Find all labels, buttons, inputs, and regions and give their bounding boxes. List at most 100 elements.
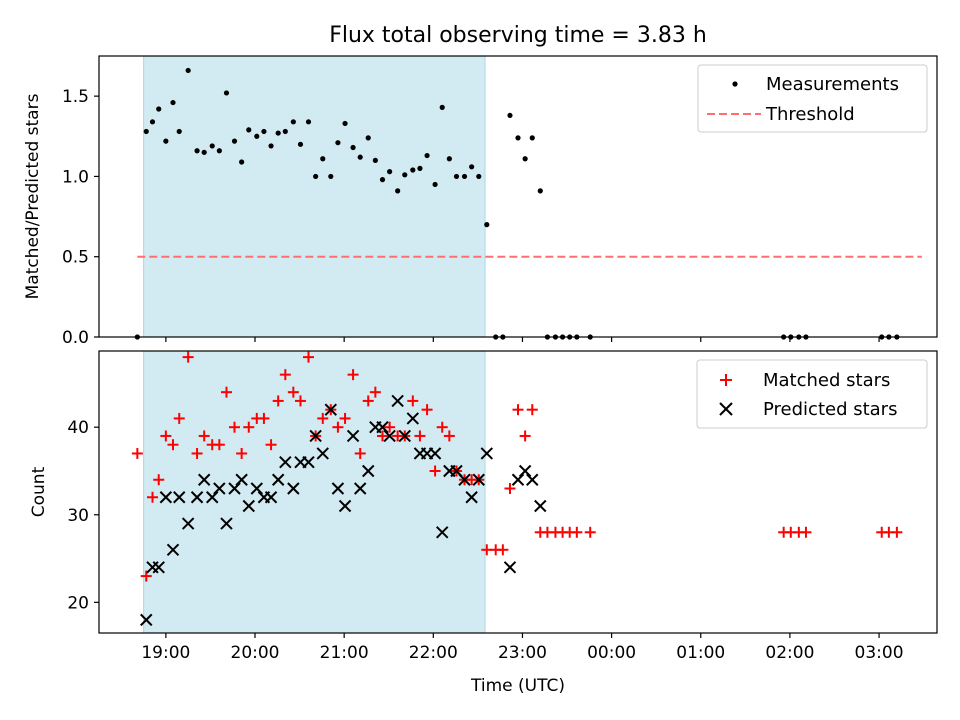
measurement-point: [439, 104, 445, 110]
measurement-point: [246, 127, 252, 133]
predicted-point: [511, 473, 525, 486]
measurement-point: [417, 165, 423, 171]
top-panel: 0.0 0.5 1.0 1.5 Matched/Predicted stars Mea…: [23, 55, 938, 348]
matched-point: [213, 439, 225, 451]
predicted-point: [235, 473, 248, 486]
predicted-point: [242, 499, 255, 513]
measurement-point: [365, 135, 371, 141]
predicted-point: [213, 482, 226, 495]
bottom-panel: 19:00 20:00 21:00 22:00 23:00 00:00 01:00 02:00…: [29, 350, 938, 696]
measurement-point: [328, 173, 334, 180]
measurement-point: [297, 141, 304, 147]
measurement-point: [350, 144, 356, 151]
predicted-point: [436, 526, 449, 539]
bottom-y-tick-label: 30: [67, 506, 89, 526]
measurement-point: [231, 138, 238, 144]
matched-point: [272, 395, 284, 407]
measurement-point: [320, 156, 326, 162]
matched-point: [317, 412, 329, 424]
predicted-point: [250, 482, 264, 495]
predicted-point: [264, 491, 278, 504]
top-y-tick-label: 1.0: [62, 167, 89, 187]
predicted-point: [465, 491, 478, 504]
predicted-point: [166, 543, 180, 557]
matched-point: [153, 474, 165, 486]
measurement-point: [185, 67, 191, 74]
measurement-point: [176, 128, 182, 135]
predicted-point: [472, 473, 485, 486]
measurement-point: [476, 173, 482, 180]
measurement-point: [275, 130, 281, 136]
predicted-point: [206, 491, 219, 504]
measurement-point: [522, 156, 528, 162]
top-y-ticks: 0.0 0.5 1.0 1.5: [62, 87, 99, 348]
matched-point: [265, 439, 277, 451]
top-x-ticks: [165, 337, 880, 342]
matched-point: [369, 386, 381, 398]
observing-span: [143, 350, 486, 634]
measurement-point: [461, 173, 468, 180]
measurement-point: [529, 135, 535, 141]
x-tick-label: 01:00: [676, 643, 725, 663]
measurement-point: [469, 164, 475, 170]
predicted-point: [518, 464, 532, 478]
measurement-point: [201, 149, 207, 155]
measurement-point: [254, 133, 260, 139]
matched-point: [504, 482, 516, 494]
matched-point: [236, 447, 248, 459]
x-tick-label: 03:00: [855, 643, 904, 663]
measurement-point: [402, 172, 408, 178]
bottom-axes-frame: [98, 350, 938, 634]
matched-point: [891, 526, 903, 538]
x-tick-label: 19:00: [141, 643, 190, 663]
matched-point: [279, 369, 291, 381]
bottom-shaded-span: [143, 350, 486, 634]
measurement-point: [143, 128, 149, 135]
measurement-point: [357, 154, 363, 160]
measurement-point: [507, 112, 513, 119]
measurement-point: [387, 169, 393, 175]
predicted-point: [346, 429, 360, 443]
x-tick-label: 00:00: [587, 643, 636, 663]
predicted-point: [338, 499, 352, 513]
matched-point: [131, 447, 143, 459]
matched-point: [526, 404, 538, 416]
matched-point: [191, 447, 203, 459]
x-tick-label: 23:00: [498, 643, 547, 663]
legend-predicted-marker: [719, 402, 733, 416]
measurement-point: [216, 148, 222, 154]
predicted-point: [302, 456, 315, 469]
matched-point: [376, 430, 388, 442]
measurement-point: [453, 173, 460, 180]
matched-point: [173, 412, 185, 424]
predicted-point: [173, 491, 186, 504]
measurement-point: [335, 140, 341, 146]
measurement-point: [209, 143, 215, 149]
measurement-point: [170, 99, 176, 106]
matched-point: [362, 395, 374, 407]
top-legend: Measurements Threshold: [697, 64, 928, 133]
measurement-point: [282, 128, 288, 135]
matched-point: [384, 421, 396, 433]
measurement-point: [537, 188, 543, 194]
measurement-point: [313, 173, 319, 180]
x-tick-label: 22:00: [409, 643, 458, 663]
measurement-point: [290, 119, 296, 125]
legend-measurements-marker: [732, 81, 738, 87]
top-legend-box: [697, 64, 928, 133]
chart-title: Flux total observing time = 3.83 h: [329, 23, 707, 48]
predicted-stars-series: [140, 394, 547, 627]
predicted-point: [480, 447, 494, 460]
bottom-y-tick-label: 40: [67, 418, 89, 438]
predicted-point: [309, 429, 322, 443]
measurement-point: [149, 119, 156, 125]
measurement-point: [305, 119, 312, 125]
matched-point: [140, 570, 152, 582]
matched-point: [571, 526, 583, 538]
measurement-point: [424, 152, 430, 159]
predicted-point: [228, 482, 241, 495]
measurement-point: [268, 143, 274, 149]
predicted-point: [220, 517, 233, 530]
legend-threshold-label: Threshold: [765, 104, 855, 125]
